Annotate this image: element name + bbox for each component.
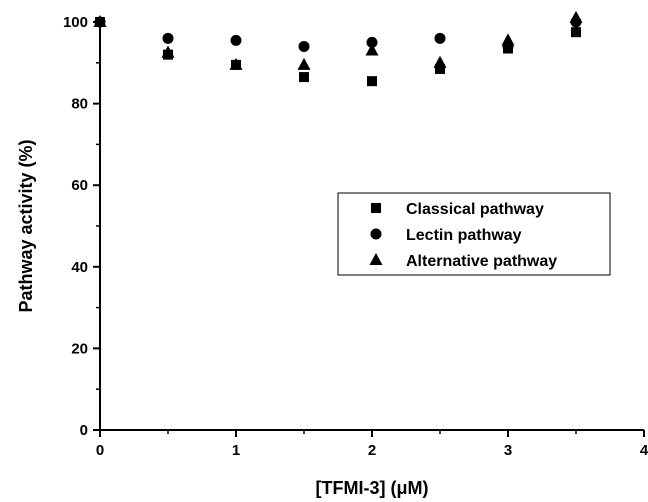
y-tick-label: 80: [71, 96, 88, 113]
x-tick-label: 2: [368, 442, 376, 459]
legend-label: Lectin pathway: [406, 227, 522, 244]
triangle-point: [93, 15, 107, 27]
triangle-point: [569, 10, 583, 23]
triangle-point: [365, 43, 379, 56]
triangle-point: [297, 57, 311, 70]
x-tick-label: 1: [232, 442, 240, 459]
legend-label: Alternative pathway: [406, 253, 557, 270]
legend: Classical pathway Lectin pathway Alternati…: [337, 192, 611, 276]
legend-box: [337, 192, 611, 276]
y-tick-label: 40: [71, 259, 88, 276]
y-axis-title: Pathway activity (%): [16, 139, 36, 312]
x-tick-label: 3: [504, 442, 512, 459]
x-tick-label: 4: [640, 442, 648, 459]
circle-point: [366, 36, 378, 48]
triangle-point: [161, 45, 175, 58]
triangle-point: [229, 57, 243, 70]
square-point: [571, 27, 581, 38]
triangle-point: [501, 33, 515, 46]
square-point: [435, 63, 445, 74]
circle-point: [434, 32, 446, 44]
y-tick-label: 20: [71, 340, 88, 357]
circle-point: [230, 34, 242, 46]
x-tick-label: 0: [96, 442, 104, 459]
legend-circle-icon: [370, 228, 382, 240]
circle-point: [162, 32, 174, 44]
triangle-point: [433, 55, 447, 68]
y-tick-label: 60: [71, 177, 88, 194]
y-tick-label: 0: [80, 422, 88, 439]
data-points: [93, 10, 583, 87]
legend-square-icon: [371, 203, 381, 213]
legend-triangle-icon: [369, 253, 383, 265]
x-axis-title: [TFMI-3] (μM): [316, 478, 429, 498]
circle-point: [298, 40, 310, 52]
square-point: [367, 76, 377, 87]
square-point: [299, 72, 309, 83]
y-tick-label: 100: [63, 14, 88, 31]
legend-label: Classical pathway: [406, 201, 544, 218]
